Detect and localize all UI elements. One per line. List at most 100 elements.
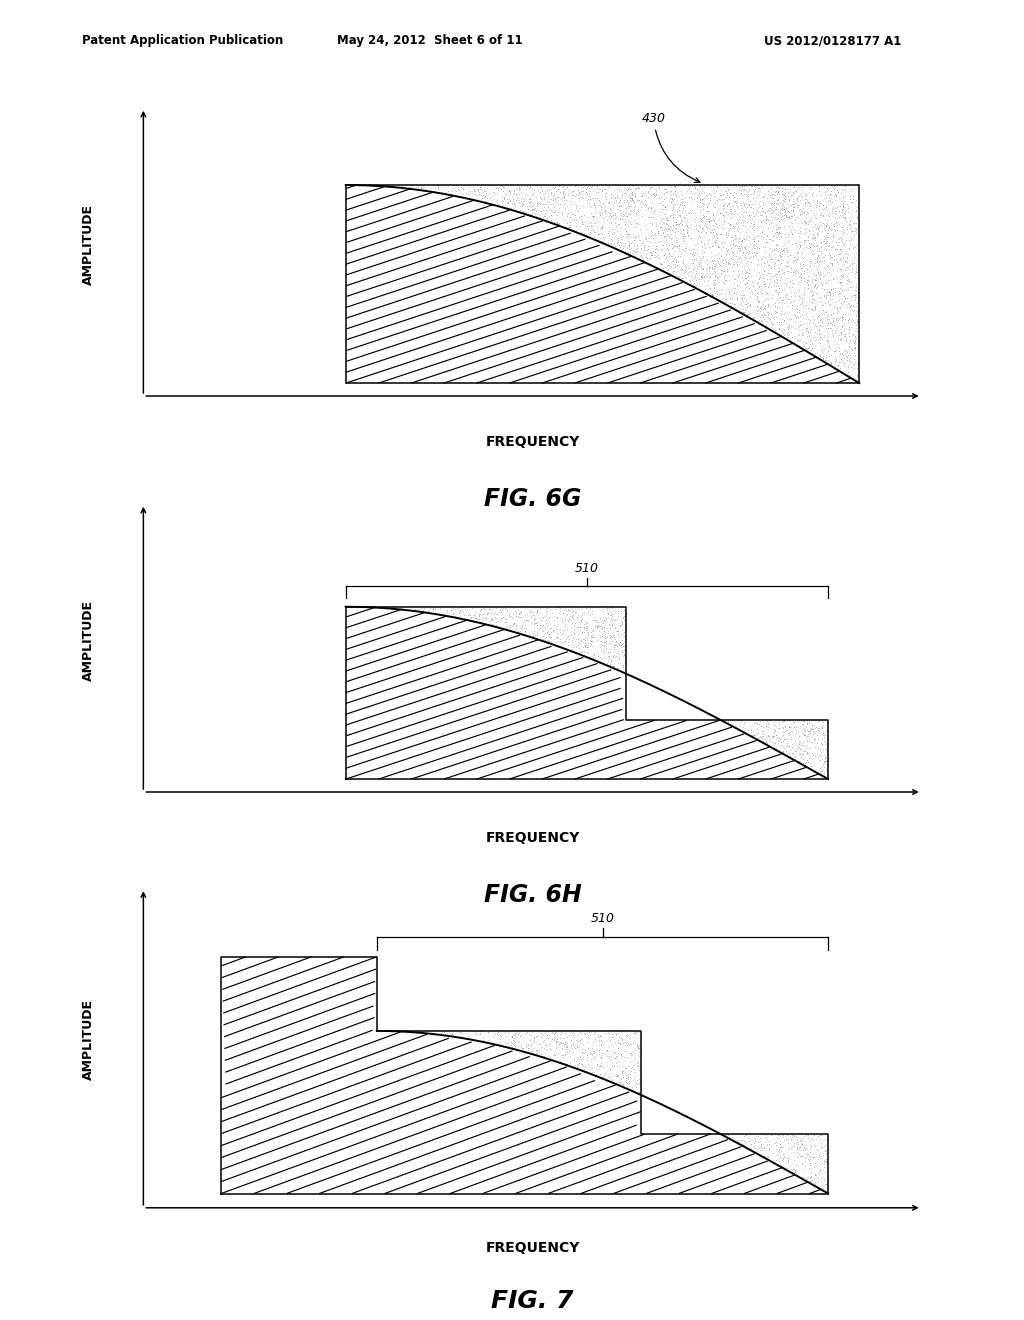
- Point: [574, 268, 591, 289]
- Point: [361, 371, 378, 392]
- Point: [565, 249, 582, 271]
- Point: [642, 1144, 658, 1166]
- Point: [607, 305, 624, 326]
- Point: [486, 213, 503, 234]
- Point: [418, 659, 434, 680]
- Point: [409, 706, 425, 727]
- Point: [703, 323, 720, 345]
- Point: [458, 1115, 474, 1137]
- Point: [352, 226, 369, 247]
- Point: [624, 185, 640, 206]
- Point: [382, 1181, 398, 1203]
- Point: [460, 330, 476, 351]
- Point: [403, 763, 420, 784]
- Point: [383, 663, 399, 684]
- Point: [531, 186, 548, 207]
- Point: [521, 1160, 538, 1181]
- Point: [345, 755, 361, 776]
- Point: [419, 713, 435, 734]
- Point: [604, 218, 621, 239]
- Point: [499, 677, 515, 698]
- Point: [407, 226, 423, 247]
- Point: [598, 693, 614, 714]
- Point: [361, 310, 378, 331]
- Point: [664, 748, 680, 770]
- Point: [485, 1026, 502, 1047]
- Point: [659, 269, 676, 290]
- Point: [497, 284, 513, 305]
- Point: [406, 1121, 422, 1142]
- Point: [481, 296, 498, 317]
- Point: [552, 1051, 568, 1072]
- Point: [435, 660, 452, 681]
- Point: [369, 319, 385, 341]
- Point: [453, 207, 469, 228]
- Point: [605, 187, 622, 209]
- Point: [481, 638, 498, 659]
- Point: [369, 620, 385, 642]
- Point: [842, 186, 858, 207]
- Point: [410, 356, 426, 378]
- Point: [787, 219, 804, 240]
- Point: [574, 227, 591, 248]
- Point: [693, 747, 710, 768]
- Point: [479, 1085, 496, 1106]
- Point: [397, 1035, 414, 1056]
- Point: [387, 713, 403, 734]
- Point: [586, 762, 602, 783]
- Point: [501, 1049, 517, 1071]
- Point: [707, 191, 723, 213]
- Point: [481, 678, 498, 700]
- Point: [442, 1139, 459, 1160]
- Point: [517, 1049, 534, 1071]
- Point: [524, 1044, 541, 1065]
- Point: [743, 197, 760, 218]
- Point: [660, 363, 677, 384]
- Point: [534, 597, 550, 618]
- Point: [651, 269, 668, 290]
- Point: [552, 1078, 568, 1100]
- Point: [669, 176, 685, 197]
- Point: [627, 1135, 643, 1156]
- Point: [811, 364, 827, 385]
- Point: [516, 715, 532, 737]
- Point: [699, 218, 716, 239]
- Point: [810, 1167, 826, 1188]
- Point: [616, 1102, 633, 1123]
- Point: [537, 711, 553, 733]
- Point: [377, 697, 393, 718]
- Point: [846, 333, 862, 354]
- Point: [698, 767, 715, 788]
- Point: [354, 176, 371, 197]
- Point: [579, 705, 595, 726]
- Point: [577, 364, 593, 385]
- Point: [526, 648, 543, 669]
- Point: [375, 238, 391, 259]
- Point: [597, 756, 613, 777]
- Point: [498, 222, 514, 243]
- Point: [574, 1093, 591, 1114]
- Point: [459, 197, 475, 218]
- Point: [818, 747, 835, 768]
- Point: [568, 759, 585, 780]
- Point: [775, 261, 792, 282]
- Point: [540, 1142, 556, 1163]
- Point: [466, 252, 482, 273]
- Point: [475, 364, 492, 385]
- Point: [359, 206, 376, 227]
- Point: [469, 659, 485, 680]
- Point: [603, 1084, 620, 1105]
- Point: [541, 631, 557, 652]
- Point: [689, 1175, 706, 1196]
- Point: [517, 1144, 534, 1166]
- Point: [433, 341, 450, 362]
- Point: [503, 1158, 519, 1179]
- Point: [677, 743, 693, 764]
- Point: [455, 768, 471, 789]
- Point: [459, 1040, 475, 1061]
- Point: [587, 203, 603, 224]
- Point: [419, 309, 435, 330]
- Point: [401, 304, 418, 325]
- Point: [506, 261, 522, 282]
- Point: [641, 717, 657, 738]
